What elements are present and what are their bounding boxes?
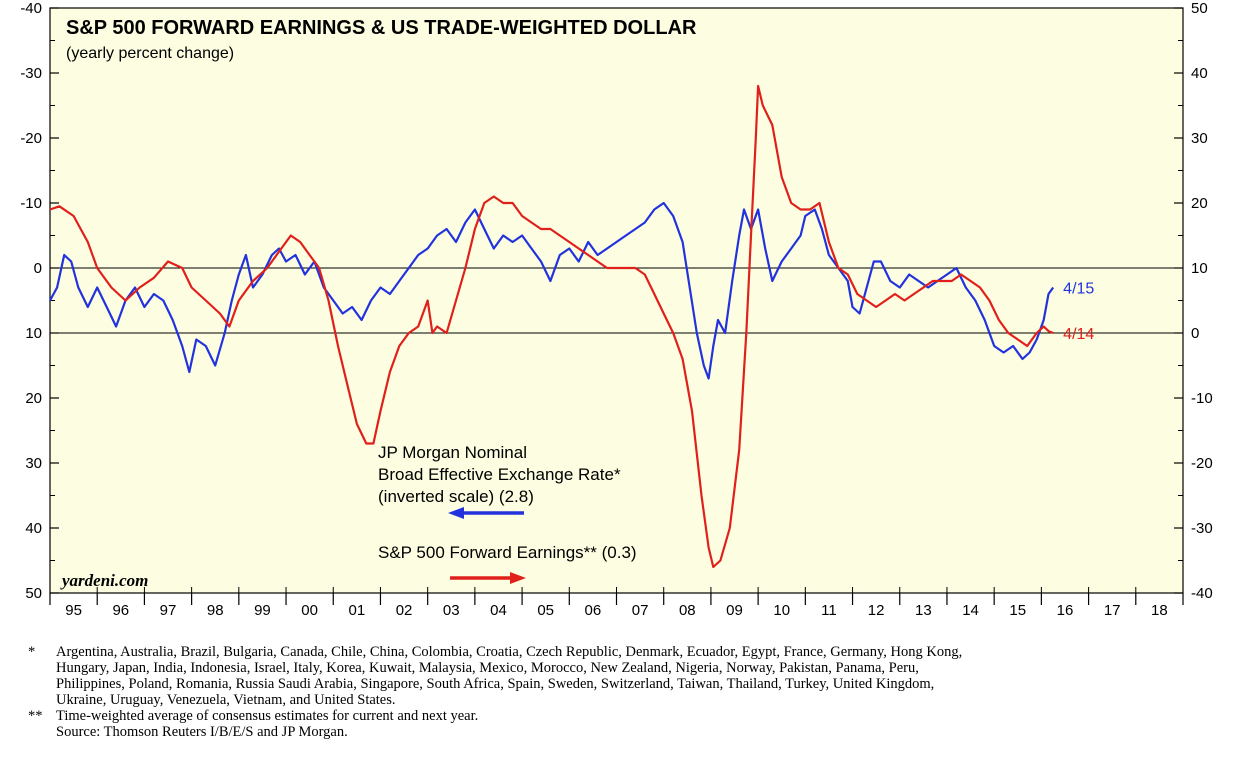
footnote-line: Hungary, Japan, India, Indonesia, Israel… bbox=[56, 660, 919, 676]
x-axis-tick-label: 11 bbox=[821, 602, 837, 619]
earnings-series-label: S&P 500 Forward Earnings** (0.3) bbox=[378, 543, 637, 562]
earnings-arrow-right-icon bbox=[450, 572, 526, 584]
footnote-line: Source: Thomson Reuters I/B/E/S and JP M… bbox=[56, 724, 348, 740]
left-axis-tick-label: 10 bbox=[25, 325, 42, 342]
footnotes: * Argentina, Australia, Brazil, Bulgaria… bbox=[28, 644, 1238, 740]
left-axis-tick-label: 30 bbox=[25, 455, 42, 472]
right-axis-tick-label: -20 bbox=[1191, 455, 1213, 472]
right-axis-tick-label: 50 bbox=[1191, 0, 1208, 17]
left-axis-tick-label: -30 bbox=[20, 65, 42, 82]
footnote-countries: * Argentina, Australia, Brazil, Bulgaria… bbox=[28, 644, 1238, 708]
footnote-mark-single: * bbox=[28, 644, 36, 660]
chart-subtitle: (yearly percent change) bbox=[66, 45, 234, 62]
x-axis-tick-label: 95 bbox=[65, 602, 82, 619]
x-axis-tick-label: 05 bbox=[537, 602, 554, 619]
left-axis-tick-label: -40 bbox=[20, 0, 42, 17]
earnings-end-date-label: 4/14 bbox=[1063, 326, 1094, 343]
x-axis-tick-label: 14 bbox=[962, 602, 979, 619]
footnote-line: Argentina, Australia, Brazil, Bulgaria, … bbox=[56, 644, 963, 660]
left-axis-tick-label: 40 bbox=[25, 520, 42, 537]
x-axis-tick-label: 06 bbox=[585, 602, 602, 619]
yardeni-logo: yardeni.com bbox=[60, 571, 148, 590]
right-axis-tick-label: 40 bbox=[1191, 65, 1208, 82]
footnote-line: Time-weighted average of consensus estim… bbox=[56, 708, 479, 724]
right-axis-tick-label: 10 bbox=[1191, 260, 1208, 277]
left-axis-tick-label: -20 bbox=[20, 130, 42, 147]
right-axis-tick-label: 30 bbox=[1191, 130, 1208, 147]
x-axis-tick-label: 15 bbox=[1009, 602, 1026, 619]
plot-area bbox=[49, 7, 1184, 594]
x-axis-tick-label: 13 bbox=[915, 602, 932, 619]
chart-title: S&P 500 FORWARD EARNINGS & US TRADE-WEIG… bbox=[66, 17, 697, 39]
dollar-end-date-label: 4/15 bbox=[1063, 281, 1094, 298]
x-axis-tick-label: 96 bbox=[112, 602, 129, 619]
dollar-series-label-line2: Broad Effective Exchange Rate* bbox=[378, 465, 621, 484]
x-axis-tick-label: 10 bbox=[773, 602, 790, 619]
x-axis-tick-label: 03 bbox=[443, 602, 460, 619]
dollar-series-label-line3: (inverted scale) (2.8) bbox=[378, 487, 534, 506]
x-axis-tick-label: 16 bbox=[1057, 602, 1074, 619]
footnote-source: ** Time-weighted average of consensus es… bbox=[28, 708, 1238, 740]
x-axis-tick-label: 99 bbox=[254, 602, 271, 619]
footnote-line: Philippines, Poland, Romania, Russia Sau… bbox=[56, 676, 935, 692]
footnote-line: Ukraine, Uruguay, Venezuela, Vietnam, an… bbox=[56, 692, 396, 708]
x-axis-tick-label: 98 bbox=[207, 602, 224, 619]
left-axis-tick-label: 50 bbox=[25, 585, 42, 602]
dollar-series-line bbox=[49, 201, 1055, 380]
x-axis-tick-label: 18 bbox=[1151, 602, 1168, 619]
x-axis-tick-label: 09 bbox=[726, 602, 743, 619]
x-axis-tick-label: 02 bbox=[396, 602, 413, 619]
dollar-series-label-line1: JP Morgan Nominal bbox=[378, 443, 527, 462]
right-axis-tick-label: -40 bbox=[1191, 585, 1213, 602]
right-axis-tick-label: 0 bbox=[1191, 325, 1199, 342]
footnote-mark-double: ** bbox=[28, 708, 43, 724]
left-axis-tick-label: 0 bbox=[34, 260, 42, 277]
x-axis-tick-label: 01 bbox=[349, 602, 366, 619]
x-axis-tick-label: 17 bbox=[1104, 602, 1121, 619]
x-axis-tick-label: 04 bbox=[490, 602, 507, 619]
x-axis-tick-label: 12 bbox=[868, 602, 885, 619]
x-axis-tick-label: 97 bbox=[160, 602, 177, 619]
left-axis-tick-label: 20 bbox=[25, 390, 42, 407]
earnings-series-line bbox=[49, 84, 1054, 569]
dollar-arrow-left-icon bbox=[448, 507, 524, 519]
right-axis-tick-label: 20 bbox=[1191, 195, 1208, 212]
right-axis-tick-label: -10 bbox=[1191, 390, 1213, 407]
x-axis-tick-label: 07 bbox=[632, 602, 649, 619]
left-axis-tick-label: -10 bbox=[20, 195, 42, 212]
right-axis-tick-label: -30 bbox=[1191, 520, 1213, 537]
x-axis-tick-label: 08 bbox=[679, 602, 696, 619]
x-axis-tick-label: 00 bbox=[301, 602, 318, 619]
